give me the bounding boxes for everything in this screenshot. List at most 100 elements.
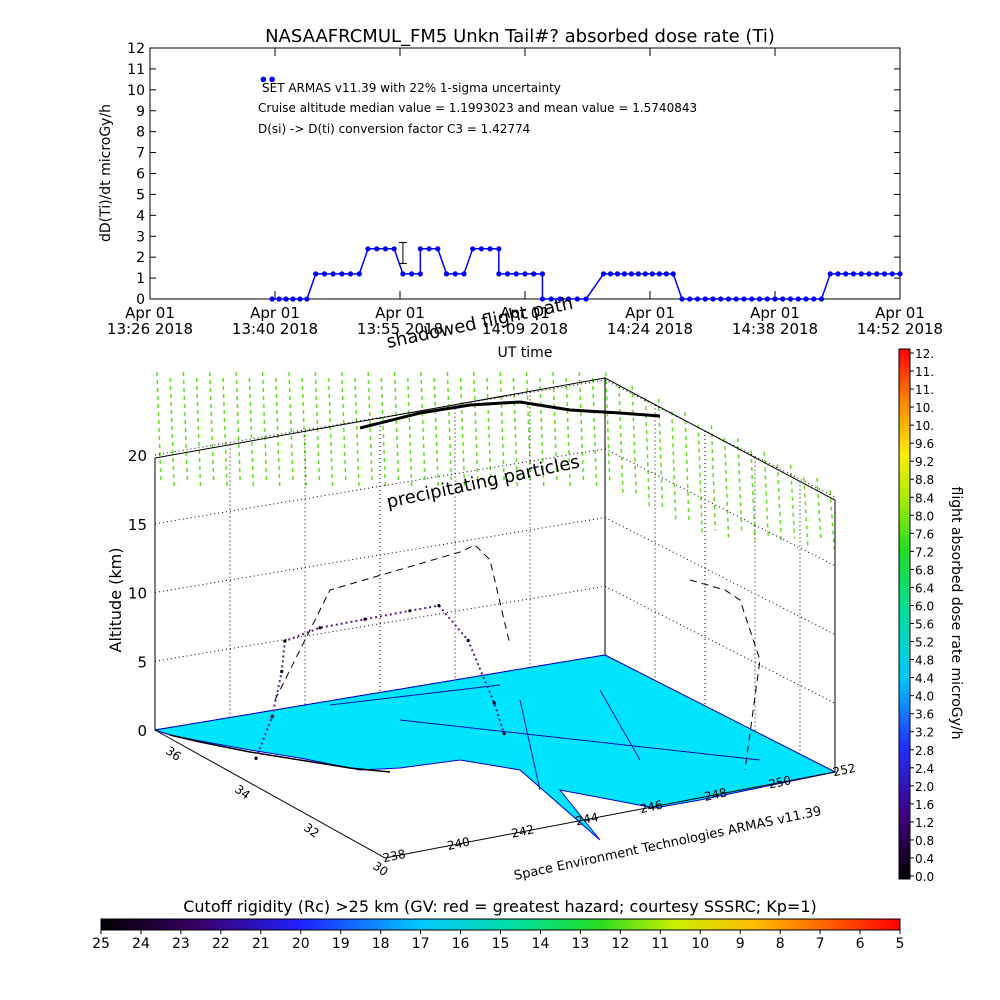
data-point bbox=[478, 246, 484, 252]
particle-column bbox=[763, 451, 769, 536]
particle-column bbox=[578, 371, 585, 483]
track-point bbox=[492, 701, 496, 705]
data-point bbox=[670, 271, 676, 277]
track-point bbox=[437, 603, 441, 608]
y-tick-label: 2 bbox=[136, 250, 145, 266]
x-tick-label-time: 14:24 2018 bbox=[607, 320, 693, 338]
lon-tick-label: 252 bbox=[832, 761, 857, 779]
chart-title: NASAAFRCMUL_FM5 Unkn Tail#? absorbed dos… bbox=[265, 26, 775, 47]
data-point bbox=[642, 271, 648, 277]
particle-column bbox=[182, 371, 189, 483]
particle-column bbox=[235, 371, 241, 483]
dose-tick-label: 0.8 bbox=[915, 834, 934, 848]
data-point bbox=[574, 296, 580, 302]
data-point bbox=[649, 271, 655, 277]
y-tick-label: 1 bbox=[136, 271, 145, 287]
dose-tick-label: 11. bbox=[915, 365, 934, 379]
dose-tick-label: 12. bbox=[915, 347, 934, 361]
lon-tick-label: 242 bbox=[510, 822, 535, 840]
dose-tick-label: 6.8 bbox=[915, 563, 934, 577]
data-point bbox=[795, 296, 801, 302]
dose-tick-label: 2.4 bbox=[915, 762, 934, 776]
annotation-line-1: SET ARMAS v11.39 with 22% 1-sigma uncert… bbox=[262, 81, 561, 95]
particle-column bbox=[248, 377, 255, 489]
y-tick-label: 10 bbox=[127, 83, 145, 99]
lon-tick-label: 240 bbox=[446, 835, 471, 853]
border-lines bbox=[329, 684, 761, 791]
particle-column bbox=[327, 377, 334, 489]
data-point bbox=[504, 271, 511, 277]
dose-tick-label: 11. bbox=[915, 383, 934, 397]
lon-tick-label: 248 bbox=[703, 785, 728, 803]
dose-tick-label: 2.8 bbox=[915, 744, 934, 758]
track-point bbox=[363, 617, 367, 621]
data-point bbox=[374, 246, 380, 252]
data-point bbox=[566, 296, 572, 302]
lat-tick-label: 36 bbox=[163, 744, 184, 764]
dose-tick-label: 1.2 bbox=[915, 816, 934, 830]
data-point-outlier bbox=[260, 76, 267, 83]
particle-column bbox=[393, 371, 400, 483]
y-tick-label: 6 bbox=[136, 167, 145, 183]
data-point bbox=[764, 296, 770, 302]
particle-column bbox=[697, 424, 703, 535]
particle-column bbox=[803, 477, 809, 546]
y-tick-label: 4 bbox=[136, 208, 145, 224]
data-point bbox=[356, 271, 362, 277]
rigidity-tick-label: 23 bbox=[172, 936, 190, 952]
y-tick-label: 8 bbox=[136, 125, 145, 141]
particle-column bbox=[169, 377, 175, 489]
z-tick-label: 5 bbox=[137, 653, 147, 671]
rigidity-tick-label: 17 bbox=[412, 936, 430, 952]
particle-column bbox=[301, 377, 307, 489]
rigidity-tick-label: 22 bbox=[212, 936, 230, 952]
particle-column bbox=[684, 411, 690, 523]
rigidity-tick-label: 14 bbox=[532, 936, 550, 952]
dose-tick-label: 6.4 bbox=[915, 581, 934, 595]
x-axis-label: UT time bbox=[498, 345, 553, 361]
particle-column bbox=[512, 377, 519, 489]
particle-column bbox=[433, 377, 439, 489]
data-point bbox=[780, 296, 786, 302]
rigidity-tick-label: 25 bbox=[92, 936, 110, 952]
particle-column bbox=[618, 384, 624, 496]
data-point bbox=[417, 271, 423, 277]
annotation-line-3: D(si) -> D(ti) conversion factor C3 = 1.… bbox=[258, 122, 530, 136]
track-point bbox=[466, 638, 470, 643]
particle-column bbox=[473, 371, 479, 483]
data-point bbox=[539, 271, 546, 277]
dose-tick-label: 7.2 bbox=[915, 545, 934, 559]
y-tick-label: 12 bbox=[127, 41, 145, 57]
rigidity-tick-label: 9 bbox=[736, 936, 745, 952]
3d-altitude-plot: precipitating particles shadowed flight … bbox=[106, 293, 857, 884]
data-point bbox=[276, 296, 282, 302]
data-point bbox=[694, 296, 701, 302]
x-tick-label-date: Apr 01 bbox=[500, 304, 550, 322]
lon-tick-label: 246 bbox=[639, 798, 664, 816]
particle-column bbox=[539, 377, 545, 489]
particle-column bbox=[195, 377, 202, 489]
shadow-flight-path bbox=[274, 544, 761, 771]
rigidity-colorbar-title: Cutoff rigidity (Rc) >25 km (GV: red = g… bbox=[183, 897, 817, 916]
data-point bbox=[548, 296, 554, 302]
particle-column bbox=[591, 377, 598, 489]
data-point bbox=[687, 296, 693, 302]
track-point bbox=[408, 609, 412, 613]
data-point bbox=[818, 296, 825, 302]
particle-column bbox=[776, 464, 783, 544]
z-tick-label: 20 bbox=[128, 447, 147, 465]
rigidity-colorbar-fill bbox=[100, 918, 901, 931]
particle-column bbox=[407, 377, 413, 489]
data-point bbox=[628, 271, 634, 277]
data-point bbox=[621, 271, 628, 277]
particle-column bbox=[354, 377, 360, 489]
x-tick-label-date: Apr 01 bbox=[125, 304, 175, 322]
track-point bbox=[502, 732, 506, 736]
particles-label: precipitating particles bbox=[385, 451, 582, 512]
dose-tick-label: 9.6 bbox=[915, 437, 934, 451]
rigidity-colorbar: Cutoff rigidity (Rc) >25 km (GV: red = g… bbox=[92, 897, 904, 952]
y-axis-label: dD(Ti)/dt microGy/h bbox=[98, 104, 114, 242]
dose-tick-label: 9.2 bbox=[915, 455, 934, 469]
rigidity-tick-label: 8 bbox=[776, 936, 785, 952]
